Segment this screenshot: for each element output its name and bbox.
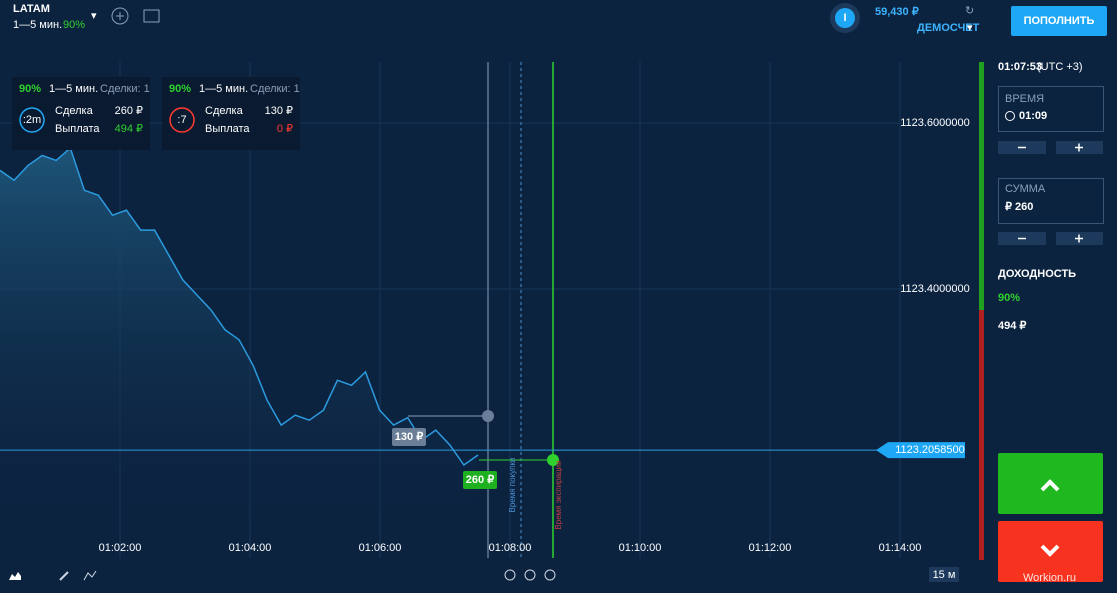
x-tick-label: 01:12:00 [749, 542, 792, 554]
balance: 59,430 ₽ [875, 6, 919, 18]
trade-marker-2[interactable] [463, 471, 497, 489]
purchase-time-label: Время покупки [508, 458, 517, 513]
layout-button[interactable] [143, 9, 160, 23]
current-price-tag [876, 442, 965, 459]
level-icon: I [843, 12, 846, 24]
asset[interactable]: LATAM [13, 3, 50, 15]
trade-end-2 [547, 454, 559, 466]
timeframe[interactable]: 15 м [933, 569, 956, 581]
card-period: 1—5 мин. [199, 83, 248, 95]
yield-label: ДОХОДНОСТЬ [998, 268, 1076, 280]
card-timer: :7 [177, 114, 186, 126]
x-tick-label: 01:06:00 [359, 542, 402, 554]
card-payout-label: Выплата [205, 123, 250, 135]
sentiment-down [979, 310, 984, 560]
period: 1—5 мин. [13, 19, 62, 31]
sentiment-up [979, 62, 984, 310]
amount-box[interactable] [998, 178, 1104, 224]
level-inner [835, 8, 855, 28]
zoom-reset[interactable] [524, 569, 536, 581]
trade-marker-1[interactable] [392, 428, 426, 446]
yield-value: 90% [998, 292, 1020, 304]
draw-button[interactable] [59, 571, 69, 581]
deposit-label[interactable]: ПОПОЛНИТЬ [1024, 15, 1095, 27]
asset-caret[interactable]: ▾ [91, 10, 97, 22]
card-deals: Сделки: 1 [100, 83, 150, 95]
card-deal-label: Сделка [205, 105, 244, 117]
clock: 01:07:53 [998, 61, 1042, 73]
trade-marker-label: 130 ₽ [395, 431, 423, 443]
indicator-button[interactable] [83, 570, 97, 581]
card-payout-value: 0 ₽ [277, 123, 293, 135]
trade-card[interactable]: 90% 1—5 мин. Сделки: 1 :2m Сделка 260 ₽ … [12, 77, 150, 150]
time-box[interactable] [998, 86, 1104, 132]
amount-label: СУММА [1005, 183, 1046, 195]
put-icon [1040, 544, 1060, 557]
price-area [0, 148, 478, 538]
step-icons [1018, 234, 1083, 243]
x-tick-label: 01:10:00 [619, 542, 662, 554]
card-deal-value: 260 ₽ [115, 105, 143, 117]
trade-card[interactable]: 90% 1—5 мин. Сделки: 1 :7 Сделка 130 ₽ В… [162, 77, 300, 150]
call-icon [1040, 479, 1060, 492]
add-icon [116, 12, 124, 20]
card-period: 1—5 мин. [49, 83, 98, 95]
trade-end-1 [482, 410, 494, 422]
zoom-out[interactable] [504, 569, 516, 581]
current-price-label: 1123.2058500 [895, 444, 965, 456]
trade-marker-label: 260 ₽ [466, 474, 494, 486]
watermark: Workion.ru [1023, 572, 1076, 584]
refresh[interactable]: ↻ [965, 5, 974, 17]
x-tick-label: 01:08:00 [489, 542, 532, 554]
amount-value: ₽ 260 [1005, 201, 1033, 213]
zoom-in[interactable] [544, 569, 556, 581]
expiry-time-label: Время экспирации [554, 460, 563, 529]
x-tick-label: 01:14:00 [879, 542, 922, 554]
price-line [0, 146, 479, 467]
clock-icon [1005, 111, 1015, 121]
add-asset[interactable] [111, 7, 129, 25]
step-icons [1018, 143, 1083, 152]
y-tick-label: 1123.6000000 [900, 117, 970, 129]
chart [0, 62, 960, 558]
time-label: ВРЕМЯ [1005, 93, 1044, 105]
card-payout-value: 494 ₽ [115, 123, 143, 135]
card-deals: Сделки: 1 [250, 83, 300, 95]
chart-type-button[interactable] [9, 572, 21, 580]
deposit-button[interactable] [1011, 6, 1107, 36]
card-payout-label: Выплата [55, 123, 100, 135]
account-caret: ▾ [967, 22, 973, 34]
x-tick-label: 01:04:00 [229, 542, 272, 554]
time-value: 01:09 [1019, 110, 1047, 122]
account-type[interactable]: ДЕМОСЧЕТ [917, 22, 980, 34]
card-payout: 90% [19, 83, 41, 95]
y-tick-label: 1123.4000000 [900, 283, 970, 295]
timeframe-button[interactable] [929, 567, 959, 582]
card-deal-value: 130 ₽ [265, 105, 293, 117]
yield-payout: 494 ₽ [998, 320, 1026, 332]
card-deal-label: Сделка [55, 105, 94, 117]
card-timer: :2m [23, 114, 41, 126]
payout: 90% [63, 19, 85, 31]
x-tick-label: 01:02:00 [99, 542, 142, 554]
card-payout: 90% [169, 83, 191, 95]
timezone: (UTC +3) [1037, 61, 1083, 73]
